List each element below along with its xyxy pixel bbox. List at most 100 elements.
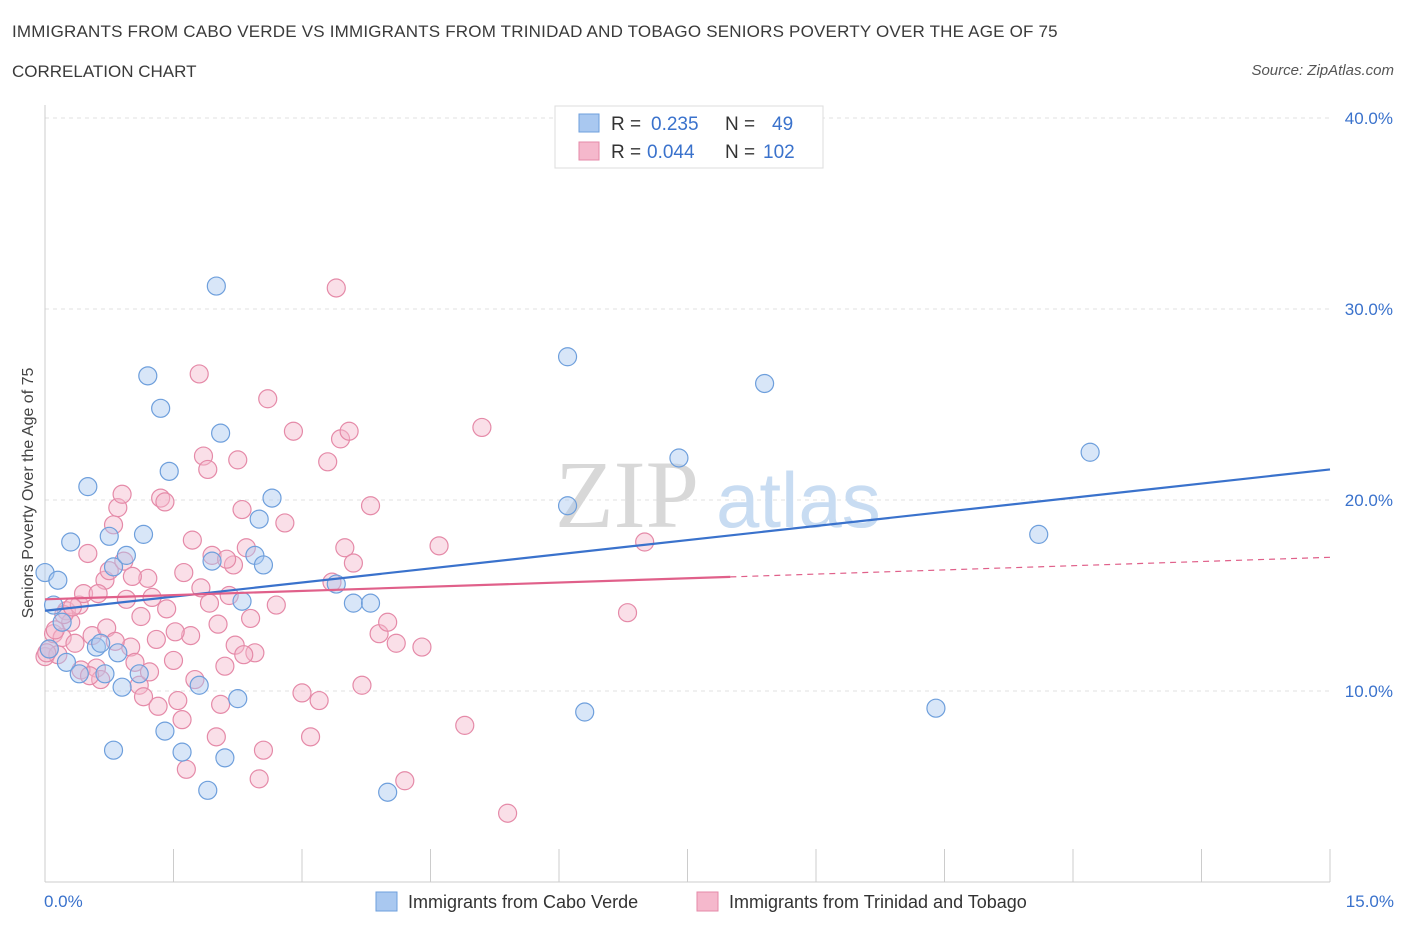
- point-trinidad: [174, 562, 194, 583]
- point-cabo-verde: [189, 675, 209, 695]
- point-trinidad: [292, 683, 312, 703]
- point-trinidad: [157, 599, 177, 619]
- y-axis-label: Seniors Poverty Over the Age of 75: [20, 368, 37, 619]
- point-trinidad: [241, 608, 261, 629]
- point-trinidad: [112, 484, 132, 504]
- point-trinidad: [211, 694, 231, 714]
- point-cabo-verde: [112, 677, 132, 697]
- y-tick-label: 10.0%: [1345, 682, 1393, 701]
- point-trinidad: [78, 543, 98, 564]
- point-trinidad: [249, 769, 269, 789]
- stats-n-value-1: 49: [772, 114, 793, 135]
- legend-swatch-trinidad: [696, 891, 719, 912]
- point-trinidad: [148, 696, 168, 716]
- legend-swatch-cabo-verde: [375, 891, 398, 912]
- point-trinidad: [343, 553, 363, 573]
- point-trinidad: [198, 459, 218, 480]
- point-cabo-verde: [129, 664, 149, 684]
- point-cabo-verde: [378, 782, 398, 802]
- point-cabo-verde: [172, 742, 192, 762]
- y-tick-label: 40.0%: [1345, 109, 1393, 128]
- point-trinidad: [386, 633, 406, 653]
- point-cabo-verde: [95, 664, 115, 684]
- point-trinidad: [131, 606, 151, 627]
- chart-subtitle: CORRELATION CHART: [12, 62, 197, 81]
- point-trinidad: [300, 727, 321, 747]
- stats-swatch-trinidad: [578, 141, 600, 161]
- point-cabo-verde: [557, 496, 578, 516]
- point-cabo-verde: [52, 612, 72, 632]
- legend-label-trinidad: Immigrants from Trinidad and Tobago: [729, 892, 1027, 912]
- point-trinidad: [105, 631, 125, 651]
- stats-legend-box: [554, 105, 824, 169]
- trend-line-trinidad: [44, 575, 731, 601]
- point-trinidad: [129, 675, 149, 695]
- point-trinidad: [498, 803, 518, 823]
- point-cabo-verde: [575, 702, 595, 722]
- stats-legend: R = 0.235 N = 49 R = 0.044 N = 102: [554, 105, 824, 169]
- series-legend: Immigrants from Cabo Verde Immigrants fr…: [375, 891, 1027, 912]
- stats-r-value-2: 0.044: [647, 142, 695, 163]
- trend-lines: [44, 468, 1331, 612]
- point-trinidad: [283, 421, 304, 441]
- point-trinidad: [189, 364, 209, 384]
- watermark: ZIP atlas: [555, 441, 881, 548]
- stats-swatch-cabo-verde: [578, 113, 600, 133]
- point-cabo-verde: [228, 689, 248, 709]
- point-cabo-verde: [669, 448, 689, 468]
- x-tick-label-left: 0.0%: [44, 892, 83, 911]
- point-trinidad: [335, 538, 355, 558]
- point-cabo-verde: [249, 509, 269, 529]
- point-trinidad: [455, 715, 475, 735]
- point-trinidad: [378, 612, 398, 632]
- point-cabo-verde: [108, 643, 128, 663]
- x-tick-label-right: 15.0%: [1346, 892, 1394, 911]
- point-cabo-verde: [91, 633, 111, 653]
- point-trinidad: [412, 637, 432, 657]
- point-cabo-verde: [99, 526, 119, 546]
- point-trinidad: [133, 687, 154, 707]
- point-cabo-verde: [133, 524, 154, 544]
- point-trinidad: [155, 492, 175, 512]
- trend-line-cabo-verde: [44, 468, 1331, 612]
- point-cabo-verde: [1029, 524, 1049, 544]
- point-trinidad: [122, 566, 142, 587]
- point-cabo-verde: [360, 593, 381, 613]
- point-cabo-verde: [215, 748, 235, 768]
- point-trinidad: [326, 278, 346, 298]
- stats-r-label-1: R =: [611, 114, 641, 135]
- point-trinidad: [360, 496, 381, 516]
- point-trinidad: [163, 650, 184, 671]
- point-trinidad: [176, 759, 196, 779]
- point-cabo-verde: [159, 461, 179, 481]
- source-credit: Source: ZipAtlas.com: [1251, 62, 1394, 79]
- point-cabo-verde: [56, 652, 77, 672]
- point-cabo-verde: [48, 570, 68, 590]
- point-cabo-verde: [61, 532, 81, 552]
- point-cabo-verde: [1080, 442, 1100, 462]
- point-trinidad: [472, 417, 492, 438]
- point-trinidad: [318, 452, 338, 472]
- point-trinidad: [234, 645, 254, 665]
- point-trinidad: [635, 532, 655, 552]
- point-cabo-verde: [103, 557, 124, 577]
- point-cabo-verde: [754, 373, 775, 394]
- point-cabo-verde: [206, 276, 226, 296]
- point-trinidad: [275, 513, 295, 533]
- point-cabo-verde: [155, 721, 175, 741]
- point-cabo-verde: [211, 423, 231, 443]
- point-trinidad: [65, 633, 85, 653]
- point-trinidad: [309, 690, 329, 711]
- point-cabo-verde: [69, 664, 89, 684]
- point-trinidad: [199, 593, 220, 613]
- point-trinidad: [172, 710, 192, 730]
- point-trinidad: [429, 536, 449, 556]
- watermark-atlas: atlas: [716, 456, 881, 544]
- series-cabo-verde-points: [35, 276, 1100, 802]
- point-cabo-verde: [557, 347, 578, 367]
- chart-title: IMMIGRANTS FROM CABO VERDE VS IMMIGRANTS…: [12, 22, 1058, 41]
- point-trinidad: [617, 603, 638, 623]
- trend-line-trinidad-extension: [730, 556, 1331, 578]
- point-cabo-verde: [39, 639, 59, 659]
